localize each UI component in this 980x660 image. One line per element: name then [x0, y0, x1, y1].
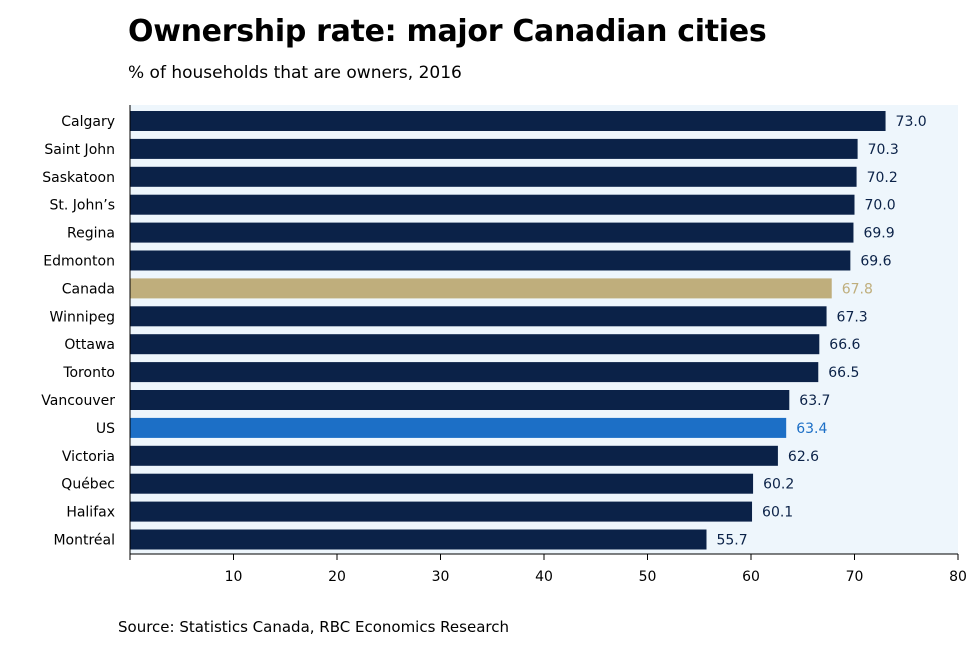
category-label-calgary: Calgary [61, 114, 115, 130]
chart-subtitle: % of households that are owners, 2016 [128, 63, 462, 83]
chart-title: Ownership rate: major Canadian cities [128, 14, 767, 49]
bar-vancouver [130, 390, 790, 410]
x-tick-label-70: 70 [846, 569, 864, 585]
value-label-vancouver: 63.7 [799, 393, 830, 409]
bar-montreal [130, 529, 707, 550]
source-note: Source: Statistics Canada, RBC Economics… [118, 618, 509, 636]
value-label-montreal: 55.7 [716, 533, 747, 549]
x-tick-label-60: 60 [742, 569, 760, 585]
x-tick-label-40: 40 [535, 569, 553, 585]
bar-canada [130, 278, 832, 299]
category-label-ottawa: Ottawa [64, 337, 115, 353]
x-tick-label-80: 80 [949, 569, 967, 585]
value-labels: 73.0 70.3 70.2 70.0 69.9 69.6 67.8 67.3 66.6 66.5… [716, 114, 926, 549]
category-label-regina: Regina [67, 226, 115, 242]
bar-ottawa [130, 334, 820, 355]
value-label-us: 63.4 [796, 421, 827, 437]
bar-st-john-s [130, 194, 855, 215]
category-label-winnipeg: Winnipeg [50, 309, 115, 325]
value-label-edmonton: 69.6 [860, 254, 891, 270]
value-label-st-john-s: 70.0 [865, 198, 896, 214]
value-label-regina: 69.9 [863, 226, 894, 242]
bar-victoria [130, 445, 778, 466]
value-label-toronto: 66.5 [828, 365, 859, 381]
category-label-victoria: Victoria [62, 449, 115, 465]
category-label-montreal: Montréal [53, 533, 115, 549]
value-label-quebec: 60.2 [763, 477, 794, 493]
x-tick-label-50: 50 [639, 569, 657, 585]
x-tick-label-20: 20 [328, 569, 346, 585]
value-label-calgary: 73.0 [896, 114, 927, 130]
value-label-halifax: 60.1 [762, 505, 793, 521]
category-label-vancouver: Vancouver [41, 393, 115, 409]
category-label-toronto: Toronto [62, 365, 115, 381]
category-label-saskatoon: Saskatoon [42, 170, 115, 186]
value-label-victoria: 62.6 [788, 449, 819, 465]
bar-calgary [130, 111, 886, 131]
category-label-canada: Canada [62, 281, 115, 297]
bar-toronto [130, 362, 819, 383]
value-label-winnipeg: 67.3 [837, 309, 868, 325]
bar-regina [130, 222, 854, 243]
category-label-halifax: Halifax [66, 505, 115, 521]
value-label-saint-john: 70.3 [868, 142, 899, 158]
category-label-us: US [96, 421, 115, 437]
category-label-saint-john: Saint John [44, 142, 115, 158]
bars-group [130, 111, 886, 550]
category-label-st-john-s: St. John’s [50, 198, 115, 214]
x-axis: 10 20 30 40 50 60 70 80 [129, 105, 967, 585]
category-label-edmonton: Edmonton [43, 254, 115, 270]
x-tick-label-10: 10 [225, 569, 243, 585]
value-label-saskatoon: 70.2 [867, 170, 898, 186]
value-label-canada: 67.8 [842, 281, 873, 297]
bar-winnipeg [130, 306, 827, 327]
bar-saint-john [130, 138, 858, 159]
bar-us [130, 417, 787, 438]
bar-quebec [130, 473, 754, 494]
bar-halifax [130, 501, 753, 522]
value-label-ottawa: 66.6 [829, 337, 860, 353]
x-tick-label-30: 30 [432, 569, 450, 585]
bar-edmonton [130, 250, 851, 271]
bar-saskatoon [130, 166, 857, 187]
category-labels: Calgary Saint John Saskatoon St. John’s Regi… [41, 114, 115, 549]
category-label-quebec: Québec [61, 477, 115, 493]
